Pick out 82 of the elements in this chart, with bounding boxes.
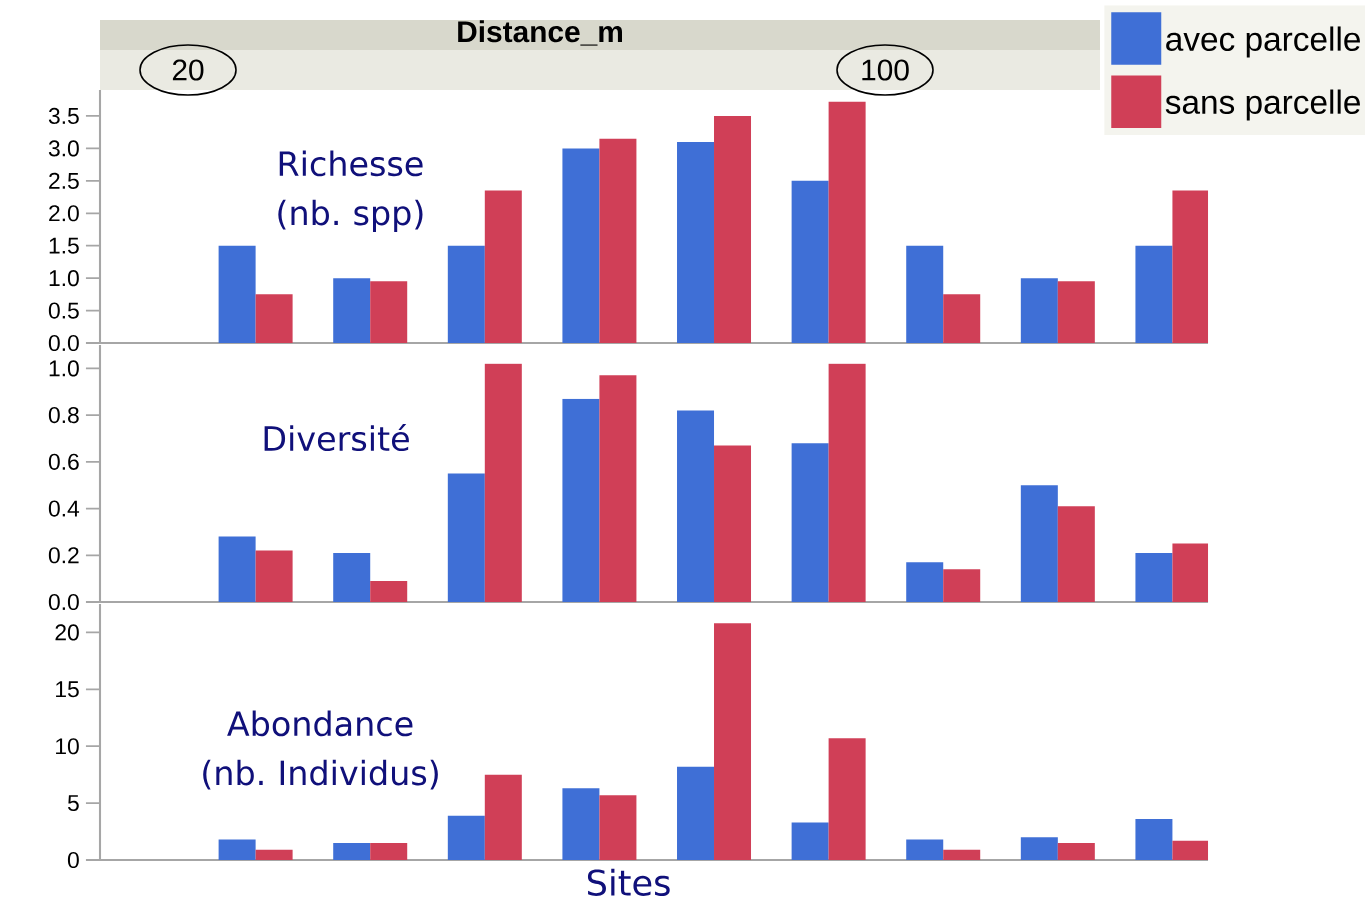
bar — [447, 473, 485, 602]
y-tick-label: 20 — [55, 624, 79, 641]
bar — [828, 738, 866, 860]
legend-label: avec parcelle — [1166, 26, 1360, 58]
bar — [255, 294, 293, 343]
y-tick-label: 0.8 — [48, 407, 79, 424]
bar — [828, 363, 866, 602]
bar — [1020, 837, 1058, 860]
bar — [943, 294, 981, 343]
bar — [370, 842, 408, 860]
y-tick-label: 0.5 — [48, 302, 79, 319]
bar — [562, 148, 600, 343]
bar — [484, 774, 522, 860]
bar — [333, 552, 371, 602]
bar — [1057, 506, 1095, 602]
y-tick-label: 0 — [67, 851, 79, 869]
y-tick-label: 3.0 — [48, 140, 79, 157]
bar — [906, 245, 944, 343]
y-tick-label: 1.5 — [49, 237, 79, 254]
bar — [255, 849, 293, 860]
bar — [562, 788, 600, 860]
y-tick-label: 1.0 — [49, 270, 79, 287]
bar — [791, 180, 829, 343]
y-tick-label: 2.0 — [49, 205, 79, 222]
bar — [1135, 819, 1173, 860]
bar — [599, 795, 637, 860]
bar — [562, 398, 600, 602]
bar — [1020, 278, 1058, 343]
bar — [828, 101, 866, 343]
bar — [1135, 552, 1173, 602]
bar — [906, 562, 944, 602]
bar — [484, 363, 522, 602]
bar — [333, 278, 371, 343]
y-tick-label: 5 — [67, 795, 79, 812]
y-tick-label: 2.5 — [49, 172, 79, 189]
bar — [943, 569, 981, 602]
bar — [677, 766, 715, 860]
bar — [218, 536, 256, 602]
legend-label: sans parcelle — [1165, 89, 1360, 121]
bar — [599, 375, 637, 602]
bar — [1057, 281, 1095, 343]
bar — [906, 839, 944, 860]
text: Richesse (nb. spp) — [278, 150, 423, 232]
y-tick-label: 0.0 — [48, 593, 79, 611]
bar — [714, 445, 752, 602]
bar — [791, 822, 829, 860]
y-tick-label: 10 — [56, 738, 79, 755]
y-tick-label: 0.2 — [48, 547, 79, 564]
bar — [1172, 840, 1209, 860]
text: Diversité — [264, 423, 409, 452]
bar — [370, 281, 408, 343]
x-axis-title: Sites — [587, 868, 670, 896]
y-tick-label: 0.0 — [48, 334, 79, 352]
bar — [599, 138, 637, 343]
bar — [677, 141, 715, 343]
bar — [1172, 543, 1209, 602]
bar — [255, 550, 293, 602]
text: Distance_m — [458, 20, 622, 46]
text: 100 — [862, 59, 909, 81]
y-tick-label: 0.4 — [48, 500, 80, 517]
bar — [447, 815, 485, 860]
bar — [1057, 842, 1095, 860]
bar — [370, 580, 408, 602]
y-tick-label: 1.0 — [49, 360, 79, 377]
bar — [1172, 190, 1209, 343]
bar — [1020, 485, 1058, 602]
bar — [333, 842, 371, 860]
y-tick-label: 15 — [56, 681, 79, 698]
y-tick-label: 3.5 — [48, 107, 79, 125]
bar — [677, 410, 715, 602]
bar — [791, 443, 829, 602]
y-tick-label: 0.6 — [48, 453, 79, 470]
bar — [218, 839, 256, 860]
text: 20 — [172, 59, 204, 81]
bar — [484, 190, 522, 343]
bar — [714, 623, 752, 860]
bar — [714, 115, 752, 343]
bar — [1135, 245, 1173, 343]
bar — [218, 245, 256, 343]
bar — [447, 245, 485, 343]
text: Abondance (nb. Individus) — [203, 710, 438, 790]
bar — [943, 849, 981, 860]
